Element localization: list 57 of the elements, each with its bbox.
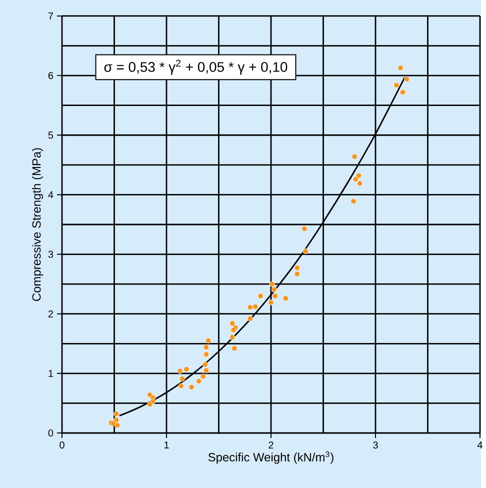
y-tick-label: 7 — [48, 12, 53, 20]
point — [352, 176, 358, 182]
point — [302, 248, 308, 254]
point — [271, 286, 277, 292]
point — [203, 352, 209, 358]
point — [404, 76, 410, 82]
x-tick-label: 4 — [477, 442, 482, 448]
point — [200, 374, 206, 380]
point — [229, 320, 236, 326]
point — [294, 265, 300, 271]
point — [350, 198, 356, 204]
point — [282, 296, 288, 302]
x-tick-label: 3 — [373, 442, 378, 449]
y-tick-label: 5 — [48, 132, 54, 139]
point — [205, 338, 212, 344]
x-tick-label: 1 — [164, 442, 169, 448]
point — [113, 417, 120, 423]
x-axis-title: Specific Weight (kN/m$^{3}$) — [208, 451, 334, 464]
x-tick-label: 2 — [268, 442, 274, 448]
point — [400, 89, 406, 96]
point — [188, 384, 194, 390]
x-tick-label: 0 — [60, 442, 64, 449]
y-tick-label: 2 — [48, 310, 53, 318]
point — [202, 362, 208, 368]
point — [178, 383, 184, 389]
point — [294, 271, 300, 277]
annotation: σ = 0,53 * γ$^{2}$ + 0,05 * γ + 0,10 — [104, 60, 288, 75]
point — [247, 316, 253, 322]
point — [184, 366, 190, 372]
point — [398, 65, 404, 71]
point — [356, 180, 363, 186]
point — [179, 376, 185, 382]
point — [272, 293, 278, 299]
point — [252, 304, 258, 310]
point — [203, 368, 209, 374]
point — [146, 402, 153, 408]
point — [268, 300, 274, 306]
y-tick-label: 1 — [48, 370, 53, 377]
point — [196, 378, 202, 384]
point — [352, 154, 358, 160]
point — [247, 304, 253, 310]
y-tick-label: 0 — [48, 429, 54, 437]
y-tick-label: 6 — [48, 72, 53, 80]
point — [203, 344, 209, 350]
point — [258, 293, 264, 299]
point — [229, 334, 236, 340]
y-axis-title: Compressive Strength (MPa) — [32, 148, 44, 301]
point — [177, 368, 183, 374]
point — [230, 327, 236, 333]
point — [394, 82, 400, 88]
point — [356, 172, 362, 178]
y-tick-label: 3 — [48, 250, 53, 258]
point — [269, 281, 275, 287]
y-tick-label: 4 — [48, 191, 54, 198]
point — [232, 346, 238, 352]
point — [113, 411, 120, 417]
point — [302, 226, 308, 232]
